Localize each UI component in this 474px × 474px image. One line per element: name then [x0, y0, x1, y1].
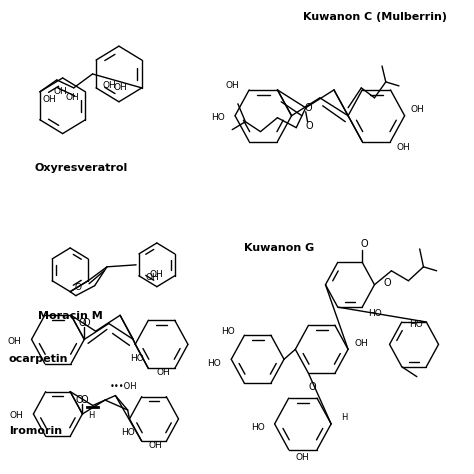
Text: Moracin M: Moracin M	[38, 310, 102, 320]
Text: O: O	[74, 283, 81, 292]
Text: OH: OH	[145, 273, 159, 282]
Text: OH: OH	[43, 95, 56, 104]
Text: H: H	[341, 413, 347, 422]
Text: H: H	[88, 411, 94, 420]
Text: HO: HO	[409, 320, 423, 329]
Text: O: O	[360, 239, 368, 249]
Text: O: O	[305, 103, 312, 113]
Text: HO: HO	[208, 359, 221, 368]
Text: O: O	[79, 318, 86, 328]
Text: OH: OH	[355, 339, 368, 348]
Text: OH: OH	[148, 441, 162, 450]
Text: OH: OH	[411, 105, 425, 114]
Text: HO: HO	[251, 423, 264, 432]
Text: OH: OH	[54, 87, 68, 96]
Text: OH: OH	[9, 411, 23, 420]
Text: HO: HO	[211, 113, 225, 122]
Text: lromorin: lromorin	[9, 426, 62, 436]
Text: HO: HO	[369, 309, 383, 318]
Text: O: O	[81, 395, 88, 405]
Text: O: O	[309, 383, 316, 392]
Text: OH: OH	[295, 453, 309, 462]
Text: OH: OH	[65, 93, 79, 102]
Text: •••OH: •••OH	[110, 382, 137, 391]
Text: HO: HO	[130, 354, 144, 363]
Text: Oxyresveratrol: Oxyresveratrol	[35, 164, 128, 173]
Text: HO: HO	[121, 428, 135, 438]
Text: OH: OH	[8, 337, 21, 346]
Text: Kuwanon C (Mulberrin): Kuwanon C (Mulberrin)	[303, 12, 447, 22]
Text: OH: OH	[114, 83, 128, 92]
Text: ocarpetin: ocarpetin	[9, 354, 68, 365]
Text: O: O	[76, 394, 83, 404]
Text: OH: OH	[102, 82, 116, 91]
Text: Kuwanon G: Kuwanon G	[245, 243, 315, 253]
Text: HO: HO	[220, 327, 234, 336]
Text: OH: OH	[156, 368, 170, 377]
Text: O: O	[384, 278, 392, 288]
Text: O: O	[82, 319, 90, 328]
Text: O: O	[306, 121, 313, 131]
Text: OH: OH	[225, 82, 239, 91]
Text: OH: OH	[397, 143, 410, 152]
Text: OH: OH	[150, 270, 164, 279]
